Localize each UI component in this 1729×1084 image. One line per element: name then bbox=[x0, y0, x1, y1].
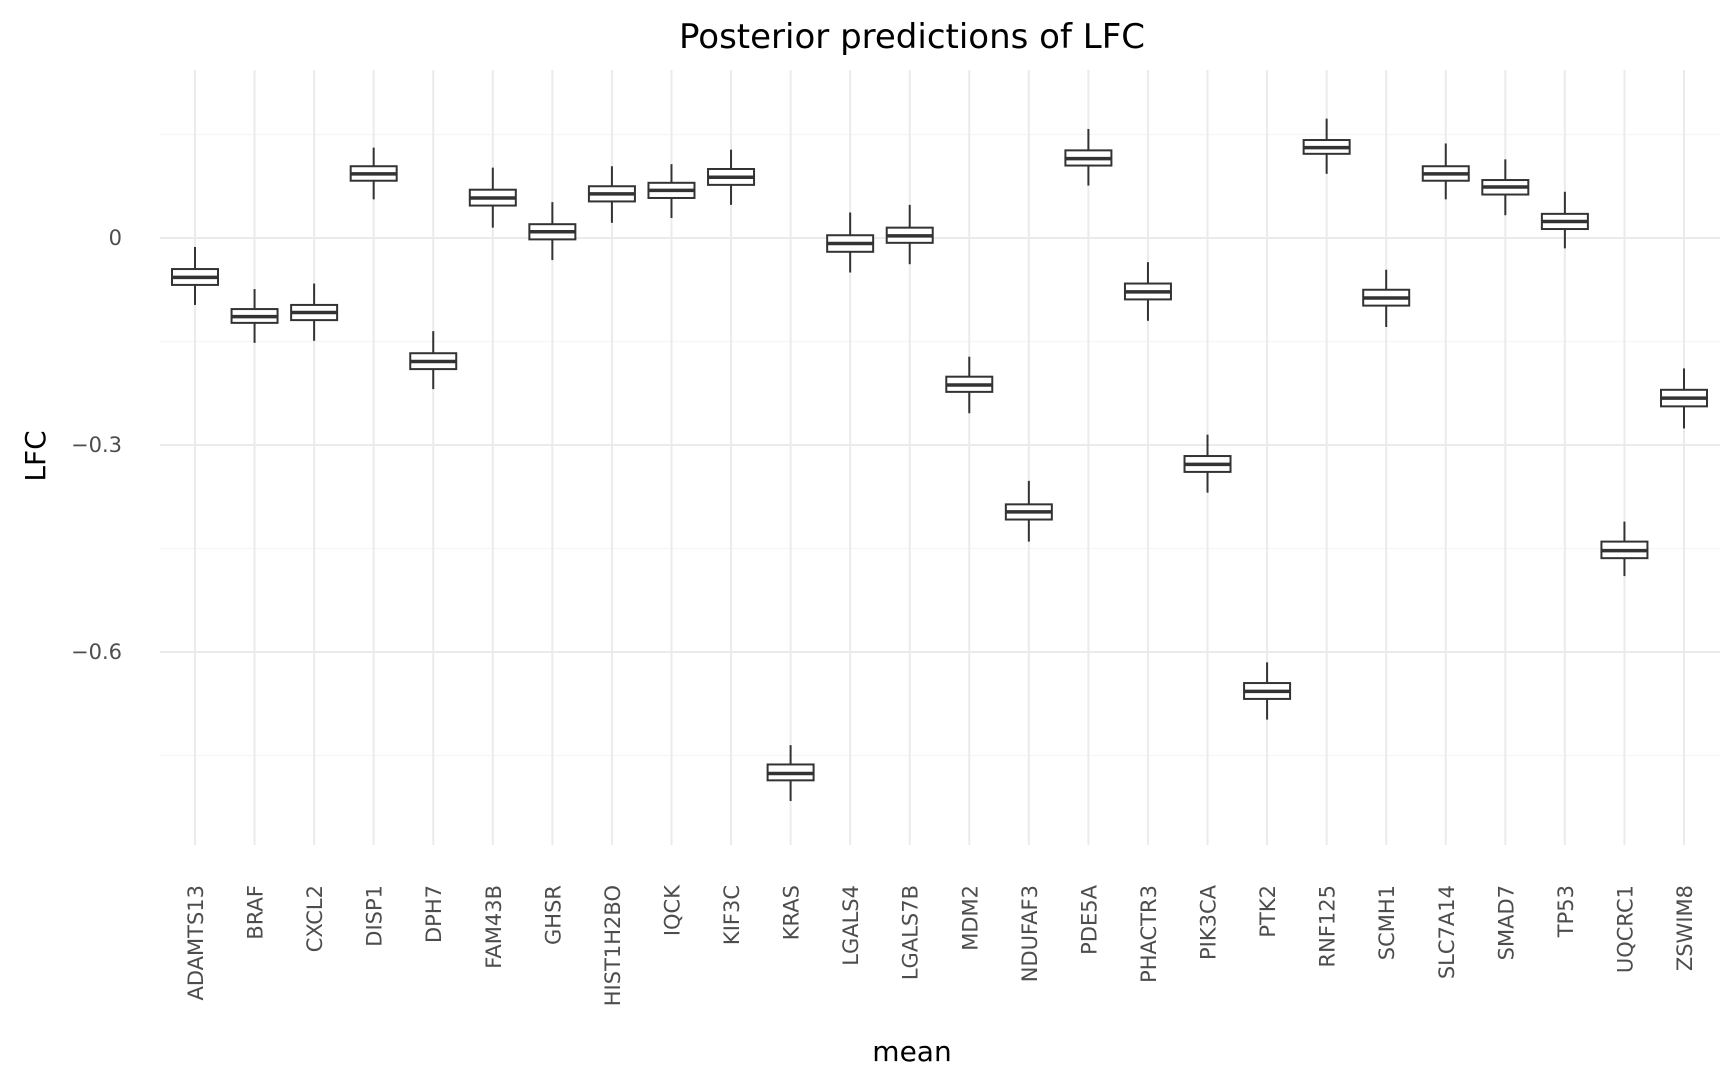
boxplot-ghsr bbox=[528, 202, 577, 261]
x-tick-label: KRAS bbox=[780, 885, 804, 940]
boxplot-lgals7b bbox=[885, 204, 934, 265]
x-tick-label: HIST1H2BO bbox=[601, 885, 625, 1006]
boxplot-smad7 bbox=[1481, 159, 1530, 216]
x-tick-label: MDM2 bbox=[958, 885, 982, 951]
x-tick-label: PDE5A bbox=[1077, 884, 1101, 954]
boxplot-kras bbox=[766, 745, 815, 802]
x-tick-label: PHACTR3 bbox=[1137, 885, 1161, 983]
boxplot-adamts13 bbox=[171, 246, 219, 305]
boxplot-lgals4 bbox=[826, 212, 875, 273]
x-tick-label: CXCL2 bbox=[303, 885, 327, 952]
boxplot-pde5a bbox=[1064, 128, 1113, 186]
x-tick-label: BRAF bbox=[244, 885, 268, 940]
boxplot-phactr3 bbox=[1123, 262, 1172, 321]
x-tick-label: NDUFAF3 bbox=[1018, 885, 1042, 982]
x-tick-label: ZSWIM8 bbox=[1673, 885, 1697, 971]
x-tick-label: RNF125 bbox=[1316, 885, 1340, 967]
boxplot-pik3ca bbox=[1183, 434, 1232, 493]
boxplot-dph7 bbox=[409, 331, 458, 390]
x-tick-label: UQCRC1 bbox=[1613, 885, 1637, 973]
x-tick-label: LGALS4 bbox=[839, 885, 863, 966]
boxplot-tp53 bbox=[1540, 191, 1589, 249]
boxplot-braf bbox=[230, 289, 279, 343]
x-tick-label: IQCK bbox=[660, 884, 684, 936]
boxplot-zswim8 bbox=[1660, 368, 1708, 429]
x-tick-label: LGALS7B bbox=[899, 885, 923, 980]
boxplot-scmh1 bbox=[1362, 269, 1411, 328]
x-tick-label: PTK2 bbox=[1256, 885, 1280, 938]
boxplot-hist1h2bo bbox=[587, 166, 636, 223]
y-axis-ticks: 0 −0.3 −0.6 bbox=[71, 226, 122, 664]
boxplot-iqck bbox=[647, 164, 696, 218]
chart-title: Posterior predictions of LFC bbox=[679, 17, 1145, 57]
boxplot-cxcl2 bbox=[290, 283, 339, 341]
boxplot-mdm2 bbox=[945, 356, 994, 414]
x-tick-label: SLC7A14 bbox=[1435, 885, 1459, 979]
x-tick-label: SCMH1 bbox=[1375, 885, 1399, 960]
y-tick-label: −0.3 bbox=[71, 433, 122, 457]
boxplot-ptk2 bbox=[1243, 662, 1292, 720]
x-tick-label: PIK3CA bbox=[1197, 884, 1221, 960]
boxplot-kif3c bbox=[707, 149, 756, 205]
x-axis-ticks: ADAMTS13 BRAF CXCL2 DISP1 DPH7 FAM43B GHSR HIST… bbox=[184, 884, 1697, 1006]
x-axis-title: mean bbox=[872, 1035, 951, 1068]
x-tick-label: FAM43B bbox=[482, 885, 506, 969]
boxplot-uqcrc1 bbox=[1600, 521, 1649, 577]
x-tick-label: ADAMTS13 bbox=[184, 885, 208, 1001]
x-tick-label: TP53 bbox=[1554, 885, 1578, 938]
boxplot-fam43b bbox=[468, 167, 517, 228]
boxplot-slc7a14 bbox=[1421, 143, 1470, 200]
y-axis-title: LFC bbox=[19, 430, 52, 481]
x-tick-label: GHSR bbox=[541, 885, 565, 945]
y-tick-label: 0 bbox=[109, 226, 122, 250]
boxplots bbox=[171, 118, 1708, 802]
boxplot-ndufaf3 bbox=[1004, 480, 1053, 542]
x-tick-label: KIF3C bbox=[720, 885, 744, 945]
x-tick-label: SMAD7 bbox=[1494, 885, 1518, 960]
y-tick-label: −0.6 bbox=[71, 640, 122, 664]
boxplot-rnf125 bbox=[1302, 118, 1351, 174]
x-tick-label: DISP1 bbox=[363, 885, 387, 947]
boxplot-disp1 bbox=[349, 147, 398, 200]
x-tick-label: DPH7 bbox=[422, 885, 446, 943]
